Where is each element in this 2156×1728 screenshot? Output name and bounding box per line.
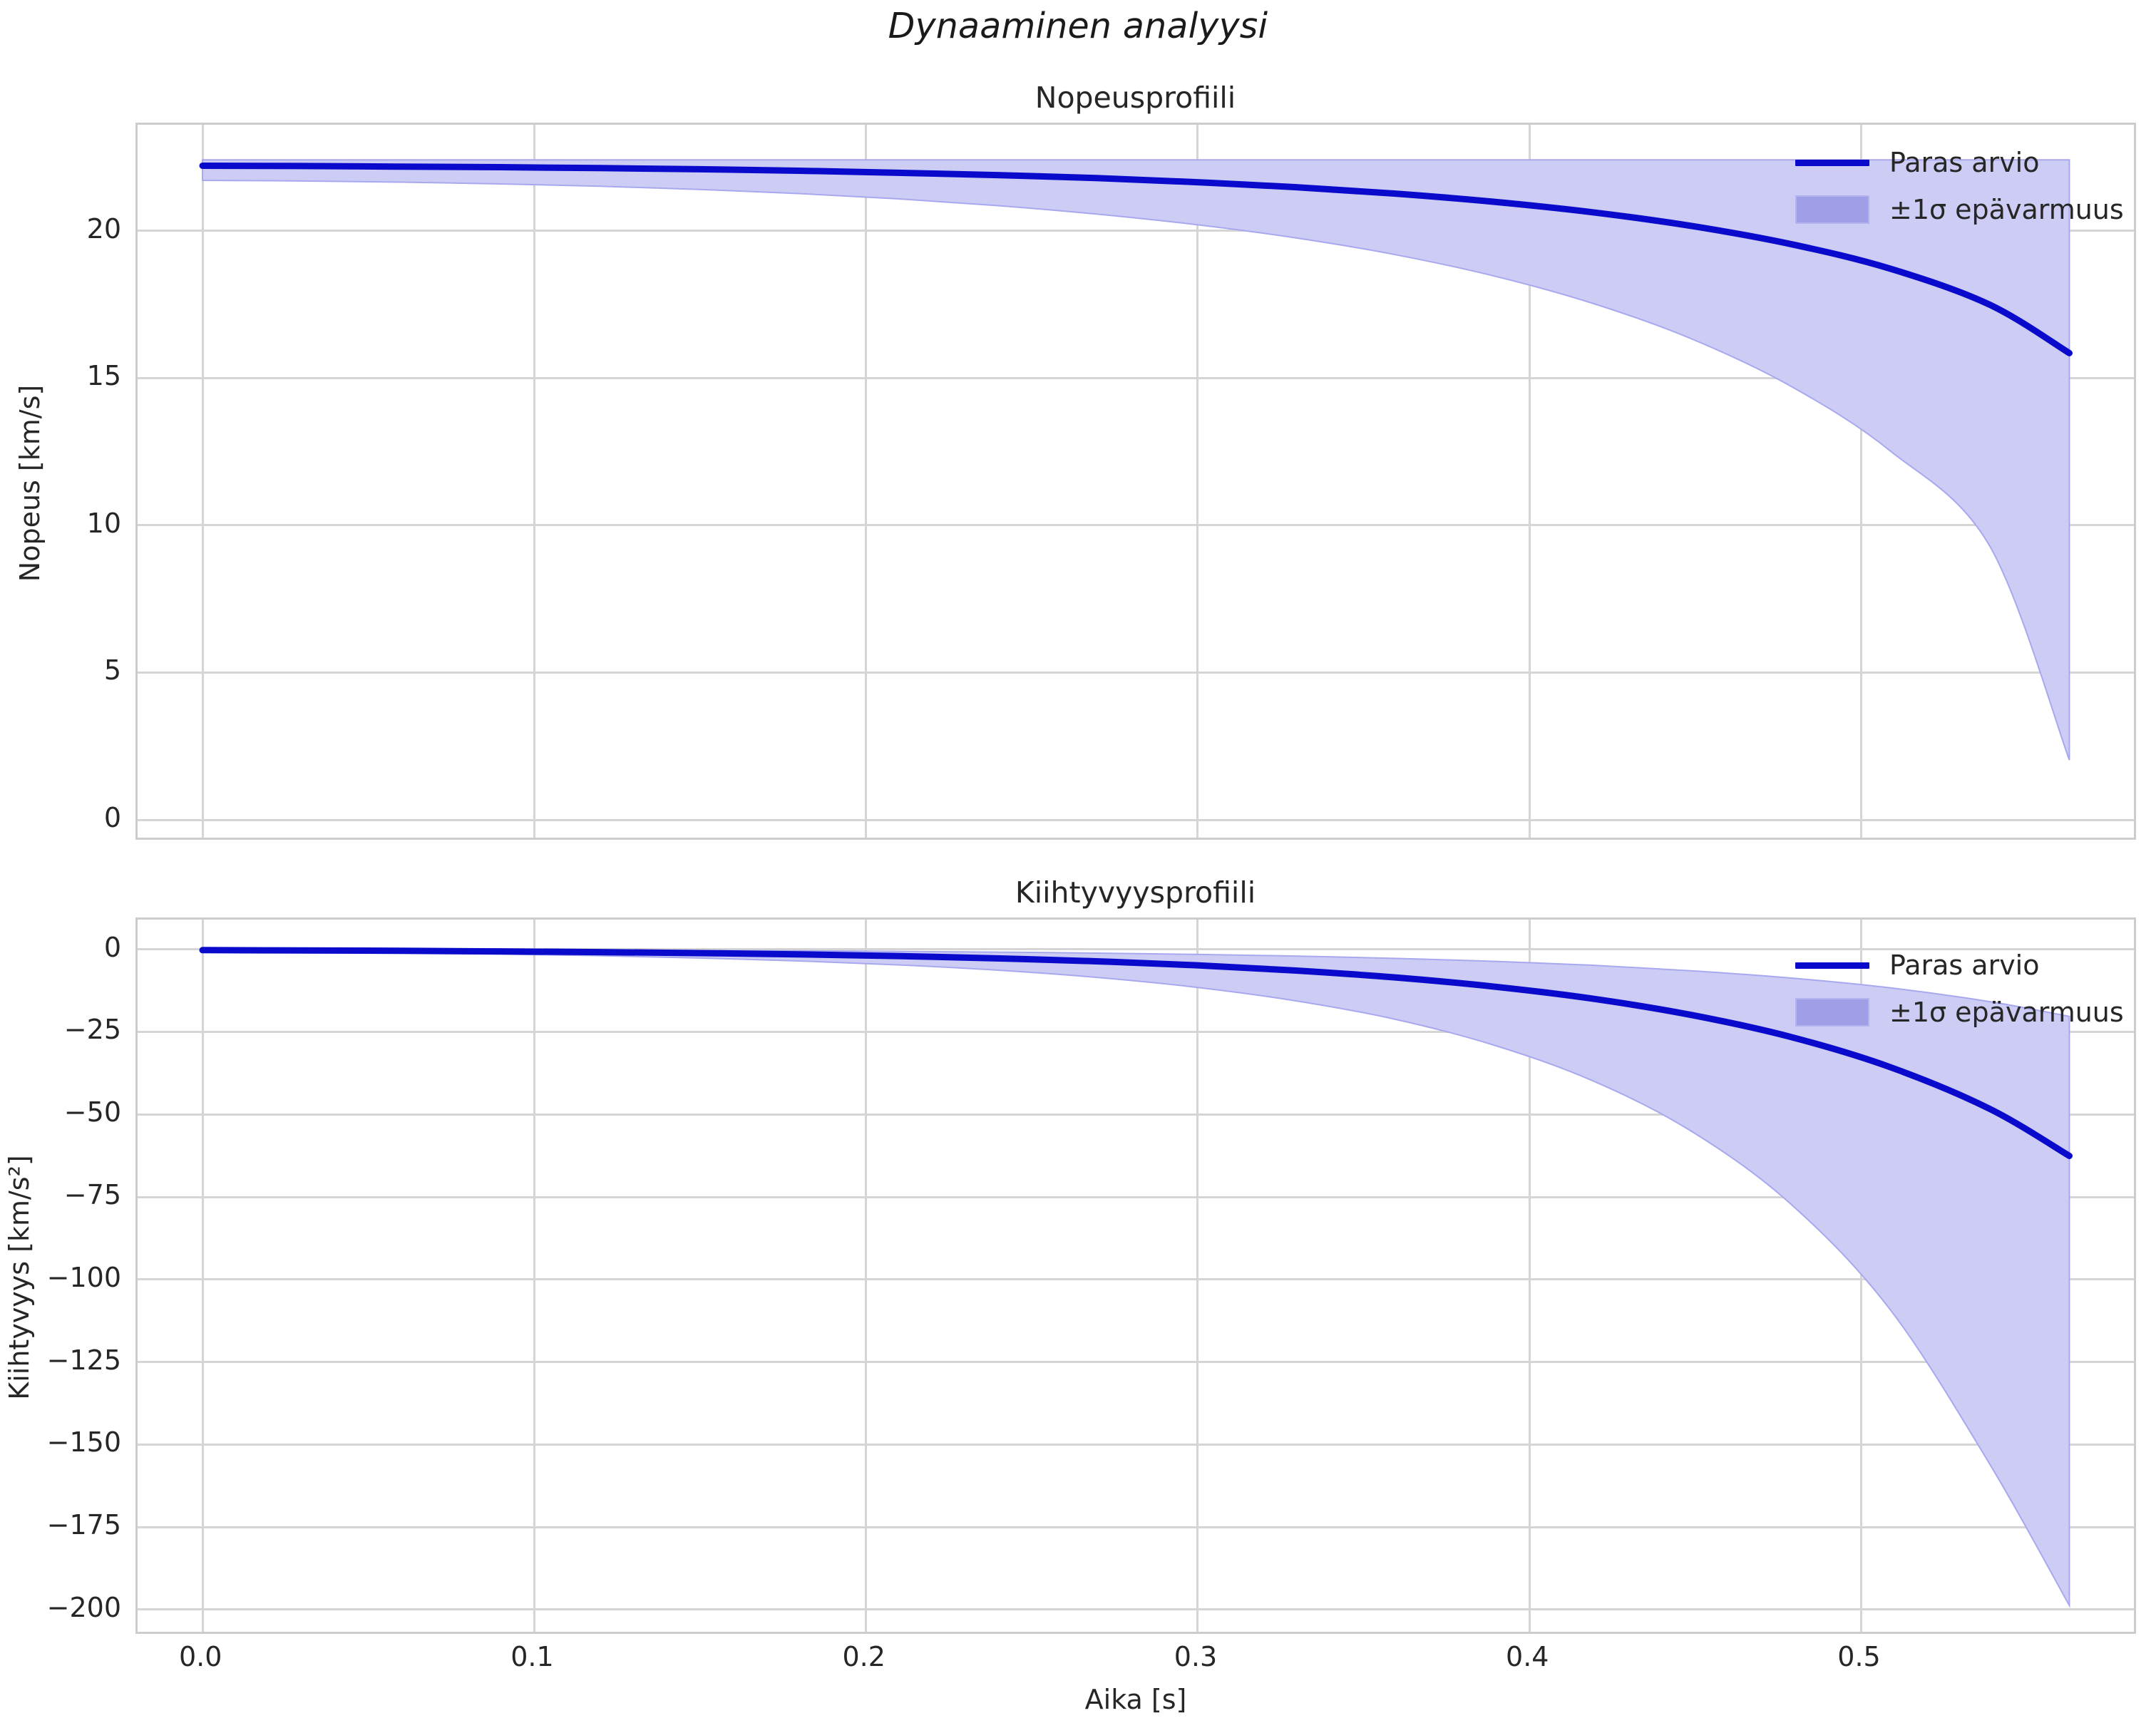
- best-estimate-line-velocity: [202, 165, 2069, 353]
- gridline-horizontal: [138, 948, 2134, 951]
- legend-item-uncertainty[interactable]: ±1σ epävarmuus: [1788, 994, 2124, 1031]
- legend-item-best-estimate[interactable]: Paras arvio: [1788, 947, 2124, 984]
- y-tick-label: −50: [63, 1096, 121, 1128]
- acceleration-series-svg: [138, 920, 2134, 1632]
- y-tick-label: −25: [63, 1014, 121, 1046]
- gridline-vertical: [865, 920, 868, 1632]
- gridline-horizontal: [138, 1195, 2134, 1198]
- gridline-horizontal: [138, 1443, 2134, 1446]
- y-tick-label: 0: [103, 931, 121, 963]
- legend-patch-swatch: [1788, 998, 1877, 1027]
- y-tick-label: −200: [46, 1591, 121, 1623]
- gridline-vertical: [533, 125, 535, 838]
- gridline-horizontal: [138, 1030, 2134, 1033]
- x-tick-label: 0.3: [1174, 1641, 1218, 1672]
- legend-velocity: Paras arvio ±1σ epävarmuus: [1781, 140, 2131, 232]
- y-tick-label: −75: [63, 1179, 121, 1211]
- y-tick-label: −100: [46, 1261, 121, 1293]
- uncertainty-band-acceleration: [202, 950, 2069, 1605]
- gridline-vertical: [201, 125, 204, 838]
- x-tick-label: 0.4: [1506, 1641, 1549, 1672]
- legend-label-uncertainty: ±1σ epävarmuus: [1889, 194, 2124, 225]
- y-axis-ticks-acceleration: 0 −25 −50 −75 −100 −125 −150 −175 −200: [14, 917, 121, 1634]
- y-axis-label-velocity: Nopeus [km/s]: [14, 384, 46, 582]
- gridline-horizontal: [138, 524, 2134, 527]
- gridline-vertical: [1528, 920, 1531, 1632]
- gridline-horizontal: [138, 230, 2134, 232]
- x-axis-label: Aika [s]: [1084, 1684, 1187, 1715]
- x-tick-label: 0.0: [178, 1641, 222, 1672]
- gridline-horizontal: [138, 1278, 2134, 1281]
- legend-label-best-estimate: Paras arvio: [1889, 147, 2040, 178]
- gridline-vertical: [533, 920, 535, 1632]
- panel-title-acceleration: Kiihtyvyysprofiili: [1015, 875, 1256, 910]
- plot-area-velocity: [135, 123, 2136, 840]
- x-tick-label: 0.5: [1837, 1641, 1881, 1672]
- y-tick-label: −150: [46, 1426, 121, 1459]
- uncertainty-band-velocity: [202, 160, 2069, 760]
- y-tick-label: 5: [103, 654, 121, 686]
- figure-suptitle: Dynaaminen analyysi: [888, 6, 1268, 46]
- legend-acceleration: Paras arvio ±1σ epävarmuus: [1781, 942, 2131, 1035]
- legend-line-swatch: [1788, 962, 1877, 969]
- gridline-vertical: [1196, 125, 1199, 838]
- gridline-horizontal: [138, 1113, 2134, 1116]
- legend-item-uncertainty[interactable]: ±1σ epävarmuus: [1788, 191, 2124, 228]
- legend-patch-swatch: [1788, 195, 1877, 224]
- gridline-vertical: [1528, 125, 1531, 838]
- legend-label-best-estimate: Paras arvio: [1889, 950, 2040, 981]
- y-tick-label: 0: [103, 802, 121, 833]
- legend-item-best-estimate[interactable]: Paras arvio: [1788, 144, 2124, 181]
- y-tick-label: 15: [86, 360, 121, 392]
- plot-area-acceleration: [135, 917, 2136, 1634]
- y-tick-label: 10: [86, 507, 121, 539]
- y-axis-ticks-velocity: 0 5 10 15 20: [14, 123, 121, 840]
- x-tick-label: 0.2: [842, 1641, 885, 1672]
- best-estimate-line-acceleration: [202, 950, 2069, 1156]
- y-tick-label: −125: [46, 1344, 121, 1376]
- gridline-vertical: [1196, 920, 1199, 1632]
- y-axis-label-acceleration: Kiihtyvyys [km/s²]: [4, 1155, 35, 1400]
- gridline-horizontal: [138, 1361, 2134, 1364]
- velocity-series-svg: [138, 125, 2134, 838]
- gridline-vertical: [1860, 125, 1862, 838]
- gridline-horizontal: [138, 671, 2134, 674]
- legend-label-uncertainty: ±1σ epävarmuus: [1889, 997, 2124, 1028]
- panel-title-velocity: Nopeusprofiili: [1035, 81, 1236, 115]
- x-tick-label: 0.1: [510, 1641, 554, 1672]
- y-tick-label: −175: [46, 1509, 121, 1541]
- gridline-vertical: [865, 125, 868, 838]
- gridline-horizontal: [138, 376, 2134, 379]
- gridline-horizontal: [138, 818, 2134, 821]
- legend-line-swatch: [1788, 159, 1877, 166]
- gridline-vertical: [1860, 920, 1862, 1632]
- gridline-horizontal: [138, 1526, 2134, 1528]
- gridline-horizontal: [138, 1608, 2134, 1611]
- gridline-vertical: [201, 920, 204, 1632]
- y-tick-label: 20: [86, 212, 121, 245]
